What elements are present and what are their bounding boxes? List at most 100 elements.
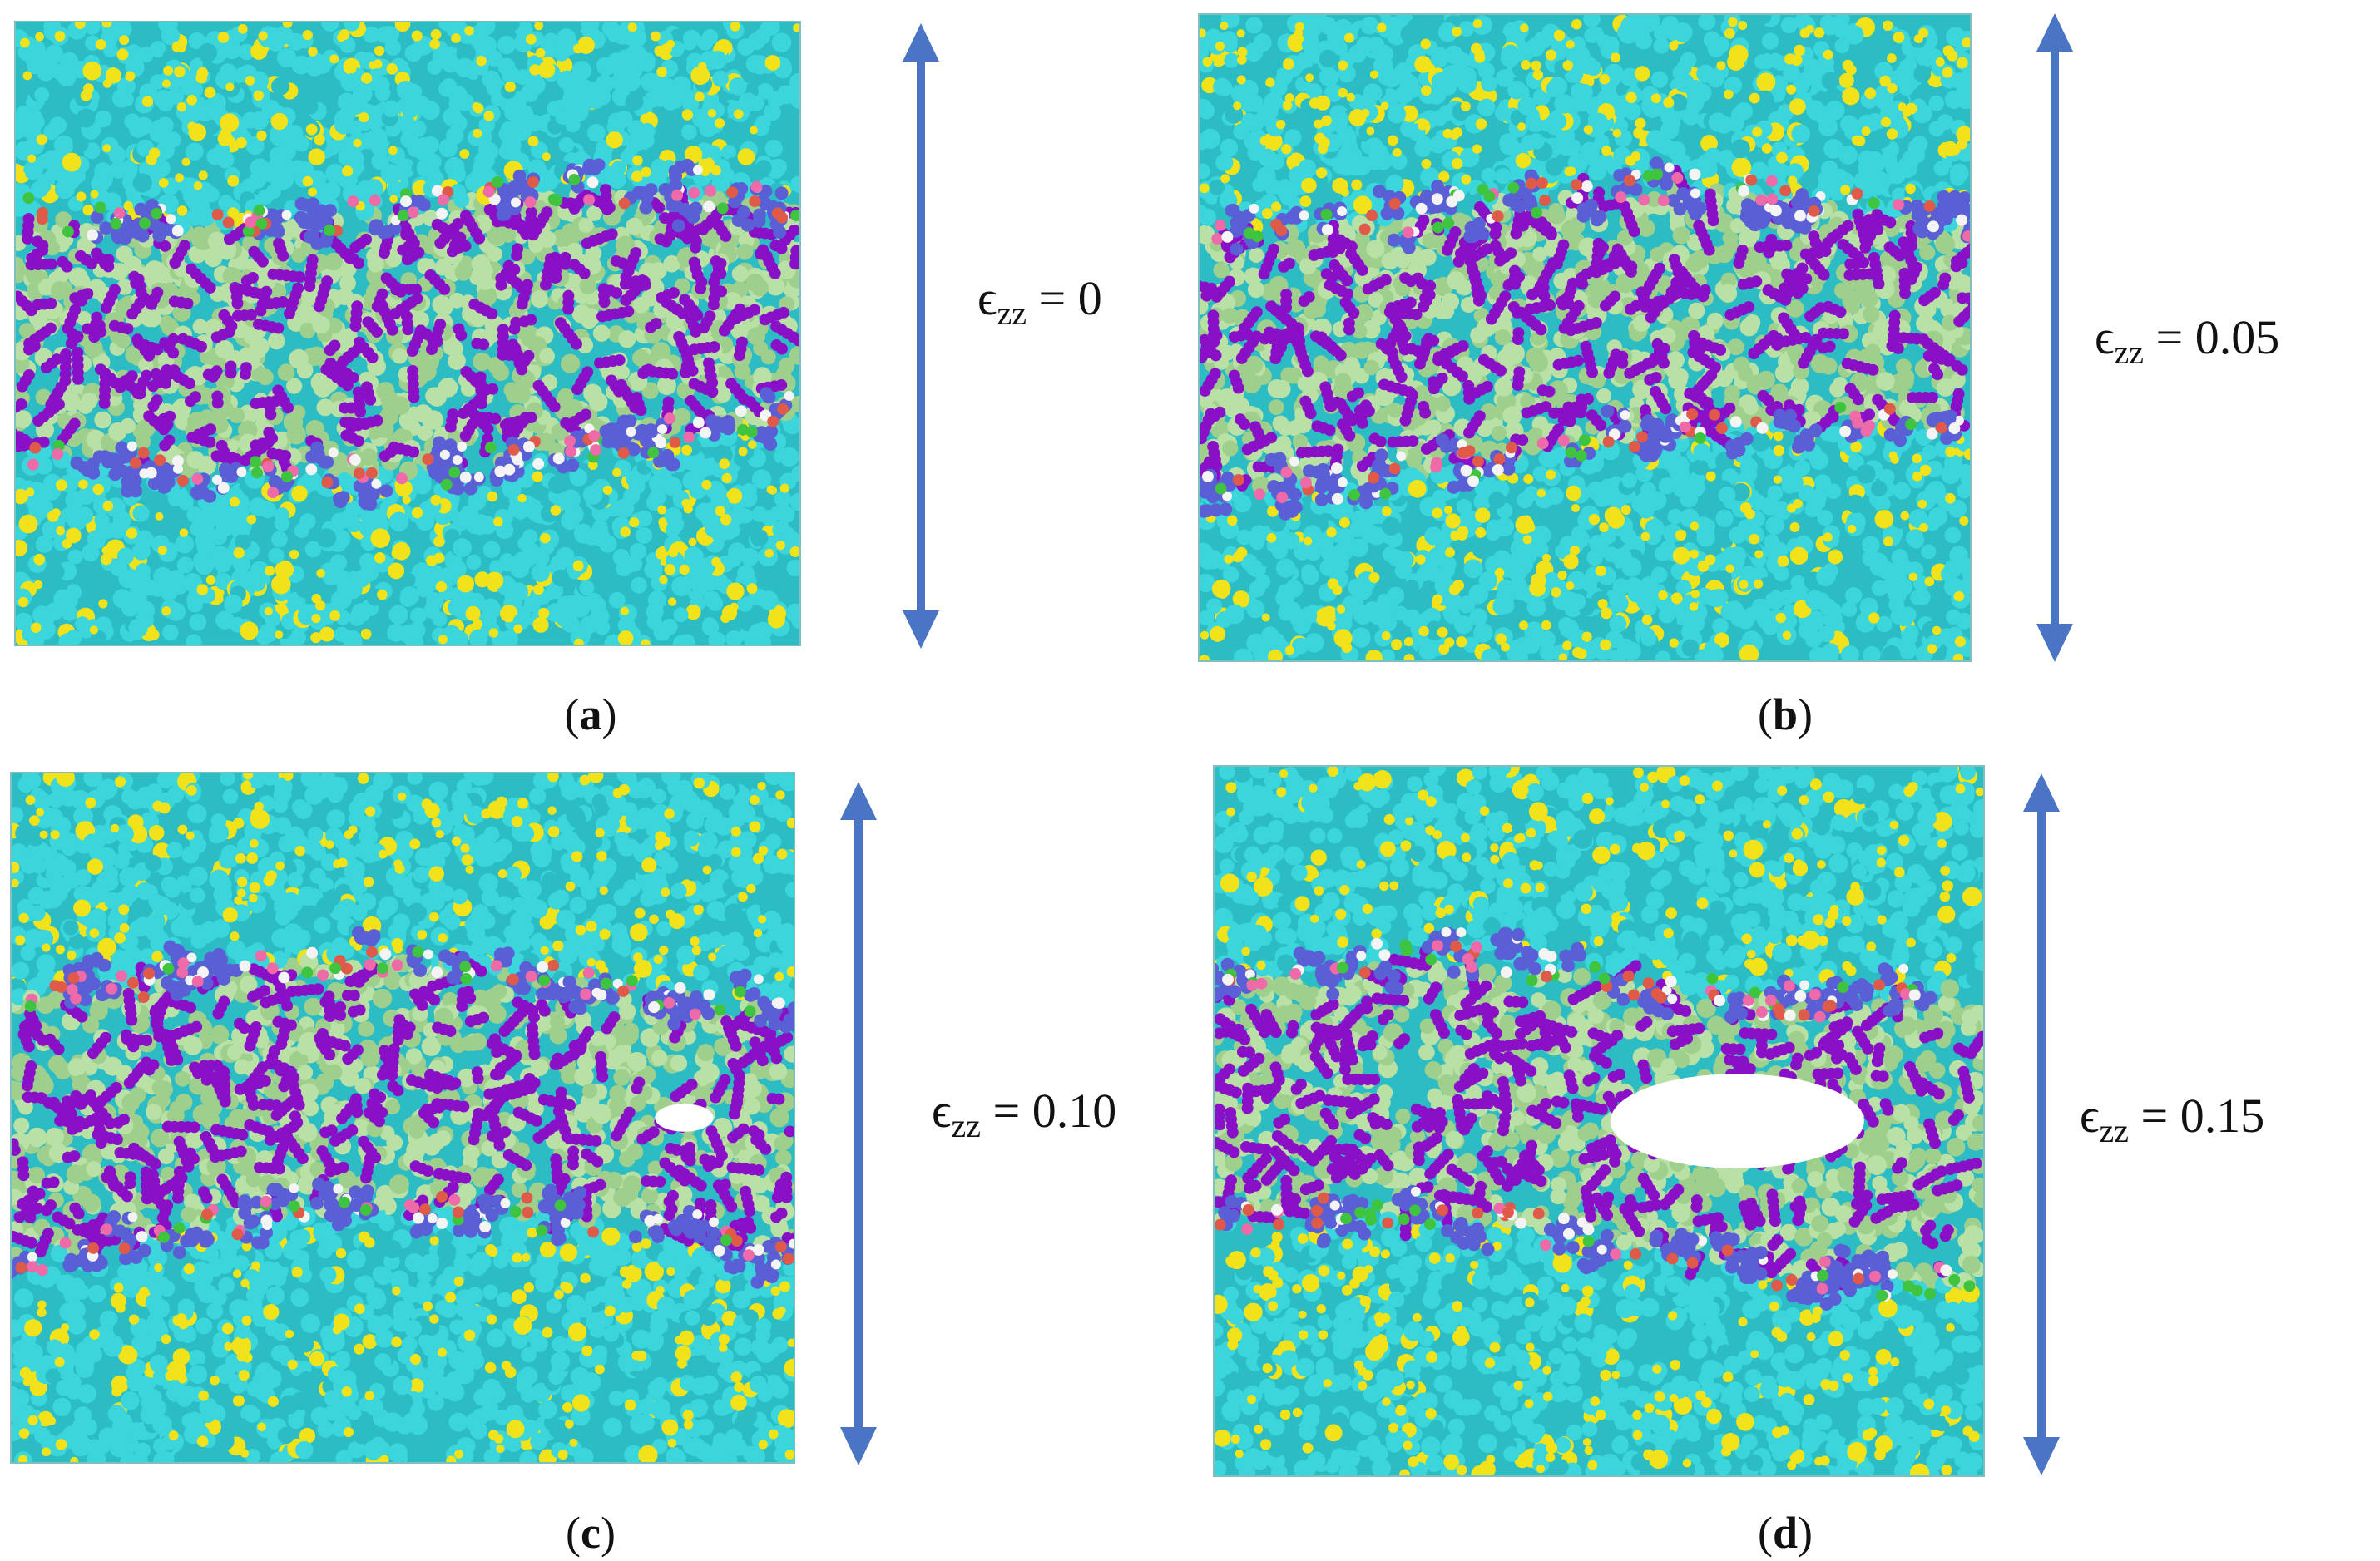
yellow-atom: [1697, 561, 1710, 572]
yellow-atom: [251, 1261, 260, 1270]
blue-cluster-atom: [270, 222, 284, 236]
blue-cluster-atom: [443, 952, 458, 966]
yellow-atom: [758, 845, 769, 856]
blue-cluster-atom: [573, 1186, 587, 1200]
yellow-atom: [1369, 70, 1379, 79]
yellow-atom: [76, 191, 87, 202]
yellow-atom: [1956, 57, 1968, 69]
purple-bead: [526, 1021, 538, 1034]
yellow-atom: [1318, 144, 1329, 155]
purple-bead: [1473, 200, 1486, 213]
yellow-atom: [1754, 579, 1764, 589]
edge-atom: [767, 415, 779, 427]
yellow-atom: [225, 82, 235, 91]
yellow-atom: [394, 863, 405, 874]
yellow-atom: [738, 892, 748, 902]
purple-bead: [121, 323, 134, 335]
blue-cluster-atom: [369, 222, 383, 236]
purple-bead: [1449, 343, 1462, 356]
yellow-atom: [54, 1356, 65, 1367]
yellow-atom: [230, 931, 240, 941]
yellow-atom: [533, 584, 544, 595]
purple-bead: [293, 1099, 305, 1111]
purple-bead: [1558, 322, 1571, 334]
yellow-atom: [205, 575, 216, 585]
purple-bead: [255, 288, 267, 300]
blue-cluster-atom: [339, 1213, 352, 1228]
blue-cluster-atom: [358, 488, 372, 502]
yellow-atom: [282, 22, 293, 28]
blue-cluster-atom: [543, 987, 557, 1001]
blue-cluster-atom: [1482, 464, 1497, 478]
blue-cluster-atom: [1447, 480, 1461, 494]
edge-atom: [692, 417, 705, 429]
yellow-atom: [364, 806, 376, 817]
edge-atom: [1642, 170, 1655, 182]
purple-bead: [351, 1044, 364, 1056]
edge-atom: [745, 426, 758, 438]
blue-cluster-atom: [1942, 196, 1956, 210]
yellow-atom: [178, 1374, 187, 1384]
snapshot-c: [10, 772, 795, 1464]
edge-atom: [1935, 422, 1947, 434]
yellow-atom: [342, 165, 354, 177]
purple-bead: [1556, 295, 1568, 308]
blue-cluster-atom: [1325, 479, 1339, 493]
yellow-atom: [1200, 183, 1210, 194]
purple-bead: [749, 1036, 761, 1049]
yellow-atom: [302, 30, 313, 41]
yellow-atom: [118, 904, 130, 916]
yellow-atom: [488, 628, 499, 638]
edge-atom: [703, 200, 715, 213]
purple-bead: [26, 252, 38, 264]
edge-atom: [626, 975, 638, 987]
yellow-atom: [688, 537, 697, 546]
edge-atom: [771, 207, 784, 220]
yellow-atom: [1224, 554, 1234, 564]
yellow-atom: [78, 479, 88, 490]
yellow-atom: [627, 22, 637, 32]
yellow-atom: [1315, 167, 1328, 179]
blue-cluster-atom: [752, 214, 766, 228]
yellow-atom: [128, 1314, 140, 1325]
blue-cluster-atom: [213, 965, 227, 979]
yellow-atom: [204, 86, 216, 99]
white-atom: [1249, 203, 1259, 214]
yellow-atom: [119, 923, 130, 933]
yellow-atom: [37, 1307, 47, 1317]
yellow-atom: [698, 62, 707, 71]
purple-bead: [402, 324, 414, 336]
edge-atom: [459, 471, 472, 483]
yellow-atom: [1341, 642, 1353, 654]
edge-atom: [726, 186, 739, 199]
yellow-atom: [431, 818, 442, 828]
yellow-atom: [1265, 77, 1275, 87]
purple-bead: [284, 307, 295, 319]
purple-bead: [525, 314, 537, 326]
purple-bead: [661, 296, 672, 309]
blue-cluster-atom: [764, 1270, 779, 1284]
yellow-atom: [409, 838, 421, 850]
purple-bead: [53, 398, 65, 411]
edge-atom: [1794, 210, 1806, 222]
yellow-atom: [1739, 580, 1749, 590]
yellow-atom: [620, 606, 630, 615]
edge-atom: [110, 217, 122, 230]
purple-bead: [705, 1125, 718, 1138]
yellow-atom: [1887, 82, 1898, 94]
purple-bead: [1778, 312, 1790, 324]
edge-atom: [663, 412, 675, 425]
yellow-atom: [595, 827, 605, 838]
yellow-atom: [30, 622, 42, 633]
yellow-atom: [1351, 179, 1363, 190]
edge-atom: [255, 950, 267, 962]
purple-bead: [238, 1022, 250, 1035]
white-atom: [1396, 451, 1407, 462]
yellow-atom: [33, 580, 43, 590]
yellow-atom: [700, 167, 710, 177]
purple-bead: [1387, 436, 1399, 448]
purple-bead: [1736, 244, 1749, 256]
blue-cluster-atom: [763, 436, 777, 450]
purple-bead: [766, 1092, 779, 1104]
blue-cluster-atom: [1666, 194, 1680, 208]
